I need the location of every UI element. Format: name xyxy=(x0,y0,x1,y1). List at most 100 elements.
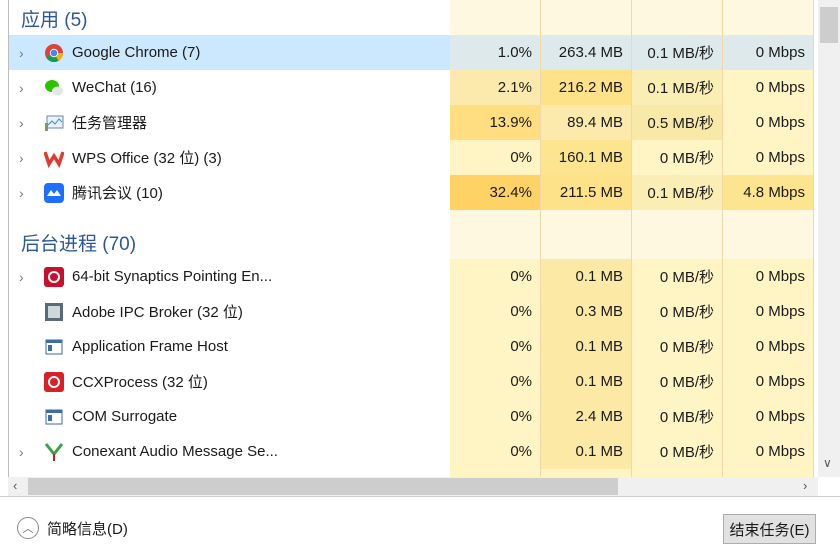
net-cell: 0 Mbps xyxy=(723,399,814,434)
mem-cell: 0.1 MB xyxy=(541,259,632,294)
wps-icon xyxy=(44,148,64,168)
process-name-cell: › WPS Office (32 位) (3) xyxy=(9,140,450,175)
cpu-cell: 0% xyxy=(450,364,541,399)
cpu-cell: 0% xyxy=(450,259,541,294)
group-header-background: 后台进程 (70) xyxy=(9,210,818,259)
net-cell: 0 Mbps xyxy=(723,35,814,70)
process-name-cell: CCXProcess (32 位) xyxy=(9,364,450,399)
task-manager-icon xyxy=(44,113,64,133)
process-name: Conexant Audio Message Se... xyxy=(72,443,278,460)
group-header-apps: 应用 (5) xyxy=(9,0,818,35)
net-cell: 0 Mbps xyxy=(723,105,814,140)
process-row[interactable]: › Conexant Audio Message Se... 0% 0.1 MB 0 M… xyxy=(9,434,818,469)
process-row[interactable]: › 腾讯会议 (10) 32.4% 211.5 MB 0.1 MB/秒 4.8 Mbps xyxy=(9,175,818,210)
disk-cell: 0.1 MB/秒 xyxy=(632,70,723,105)
process-name-cell: COM Surrogate xyxy=(9,399,450,434)
disk-cell: 0.5 MB/秒 xyxy=(632,105,723,140)
disk-cell: 0 MB/秒 xyxy=(632,294,723,329)
chrome-icon xyxy=(44,43,64,63)
tencent-meeting-icon xyxy=(44,182,64,203)
mem-cell: 216.2 MB xyxy=(541,70,632,105)
chevron-right-icon[interactable]: › xyxy=(19,184,24,201)
process-name: WPS Office (32 位) (3) xyxy=(72,150,222,167)
process-name-cell: Application Frame Host xyxy=(9,329,450,364)
mem-cell: 89.4 MB xyxy=(541,105,632,140)
mem-cell: 2.4 MB xyxy=(541,399,632,434)
process-name: 任务管理器 xyxy=(72,115,148,132)
creative-cloud-icon xyxy=(44,371,64,392)
net-cell: 4.8 Mbps xyxy=(723,175,814,210)
cpu-cell: 0% xyxy=(450,294,541,329)
process-row[interactable]: › WeChat (16) 2.1% 216.2 MB 0.1 MB/秒 0 Mbps xyxy=(9,70,818,105)
chevron-up-icon: ︿ xyxy=(17,517,39,539)
mem-cell: 211.5 MB xyxy=(541,175,632,210)
process-row[interactable]: › 64-bit Synaptics Pointing En... 0% 0.1 MB… xyxy=(9,259,818,294)
synaptics-icon xyxy=(44,266,64,287)
chevron-right-icon[interactable]: › xyxy=(19,114,24,131)
chevron-right-icon[interactable]: › xyxy=(19,443,24,460)
cpu-cell: 0% xyxy=(450,434,541,469)
process-row[interactable]: › WPS Office (32 位) (3) 0% 160.1 MB 0 MB/秒 0 … xyxy=(9,140,818,175)
cpu-cell: 32.4% xyxy=(450,175,541,210)
disk-cell: 0.1 MB/秒 xyxy=(632,35,723,70)
partial-row xyxy=(9,469,818,477)
group-title: 应用 (5) xyxy=(21,10,88,31)
process-name: COM Surrogate xyxy=(72,408,178,425)
mem-cell: 263.4 MB xyxy=(541,35,632,70)
process-name: 腾讯会议 (10) xyxy=(72,185,163,202)
process-name-cell: › Conexant Audio Message Se... xyxy=(9,434,450,469)
process-name: 64-bit Synaptics Pointing En... xyxy=(72,268,273,285)
process-name: WeChat (16) xyxy=(72,79,157,96)
cpu-cell: 0% xyxy=(450,140,541,175)
wechat-icon xyxy=(44,78,64,98)
process-name-cell: › WeChat (16) xyxy=(9,70,450,105)
process-name-cell: Adobe IPC Broker (32 位) xyxy=(9,294,450,329)
disk-cell: 0 MB/秒 xyxy=(632,329,723,364)
chevron-right-icon[interactable]: › xyxy=(19,44,24,61)
chevron-right-icon[interactable]: › xyxy=(19,79,24,96)
net-cell: 0 Mbps xyxy=(723,434,814,469)
process-name: Adobe IPC Broker (32 位) xyxy=(72,304,243,321)
process-row[interactable]: › 任务管理器 13.9% 89.4 MB 0.5 MB/秒 0 Mbps xyxy=(9,105,818,140)
scroll-down-arrow[interactable]: ∨ xyxy=(823,456,832,470)
scroll-right-arrow[interactable]: › xyxy=(803,478,808,493)
fewer-details-button[interactable]: ︿ 简略信息(D) xyxy=(17,517,128,539)
end-task-button[interactable]: 结束任务(E) xyxy=(723,514,816,544)
horizontal-scrollbar[interactable]: ‹ › xyxy=(8,477,818,496)
disk-cell: 0 MB/秒 xyxy=(632,364,723,399)
process-name-cell: › 任务管理器 xyxy=(9,105,450,140)
process-row[interactable]: COM Surrogate 0% 2.4 MB 0 MB/秒 0 Mbps xyxy=(9,399,818,434)
process-row[interactable]: Adobe IPC Broker (32 位) 0% 0.3 MB 0 MB/秒 0 M… xyxy=(9,294,818,329)
process-name-cell: › 腾讯会议 (10) xyxy=(9,175,450,210)
fewer-details-label: 简略信息(D) xyxy=(47,520,128,538)
adobe-ipc-icon xyxy=(44,302,64,322)
disk-cell: 0 MB/秒 xyxy=(632,259,723,294)
net-cell: 0 Mbps xyxy=(723,294,814,329)
horizontal-scroll-thumb[interactable] xyxy=(28,478,618,495)
group-title: 后台进程 (70) xyxy=(21,234,137,255)
process-name-cell: › Google Chrome (7) xyxy=(9,35,450,70)
cpu-cell: 0% xyxy=(450,399,541,434)
cpu-cell: 2.1% xyxy=(450,70,541,105)
mem-cell: 0.1 MB xyxy=(541,329,632,364)
process-row[interactable]: Application Frame Host 0% 0.1 MB 0 MB/秒 0 Mb… xyxy=(9,329,818,364)
net-cell: 0 Mbps xyxy=(723,364,814,399)
net-cell: 0 Mbps xyxy=(723,70,814,105)
vertical-scroll-thumb[interactable] xyxy=(820,7,838,43)
process-row[interactable]: CCXProcess (32 位) 0% 0.1 MB 0 MB/秒 0 Mbps xyxy=(9,364,818,399)
mem-cell: 0.1 MB xyxy=(541,434,632,469)
process-list: 应用 (5) › Google Chrome (7) 1.0% 263.4 MB 0.1 … xyxy=(8,0,818,477)
cpu-cell: 1.0% xyxy=(450,35,541,70)
window-icon xyxy=(44,407,64,427)
process-name-cell: › 64-bit Synaptics Pointing En... xyxy=(9,259,450,294)
chevron-right-icon[interactable]: › xyxy=(19,149,24,166)
vertical-scrollbar[interactable]: ∨ xyxy=(818,0,840,477)
cpu-cell: 0% xyxy=(450,329,541,364)
process-name: Application Frame Host xyxy=(72,338,228,355)
process-name: CCXProcess (32 位) xyxy=(72,374,208,391)
chevron-right-icon[interactable]: › xyxy=(19,268,24,285)
cpu-cell: 13.9% xyxy=(450,105,541,140)
scroll-left-arrow[interactable]: ‹ xyxy=(13,478,18,493)
net-cell: 0 Mbps xyxy=(723,140,814,175)
process-row[interactable]: › Google Chrome (7) 1.0% 263.4 MB 0.1 MB/秒 0 … xyxy=(9,35,818,70)
